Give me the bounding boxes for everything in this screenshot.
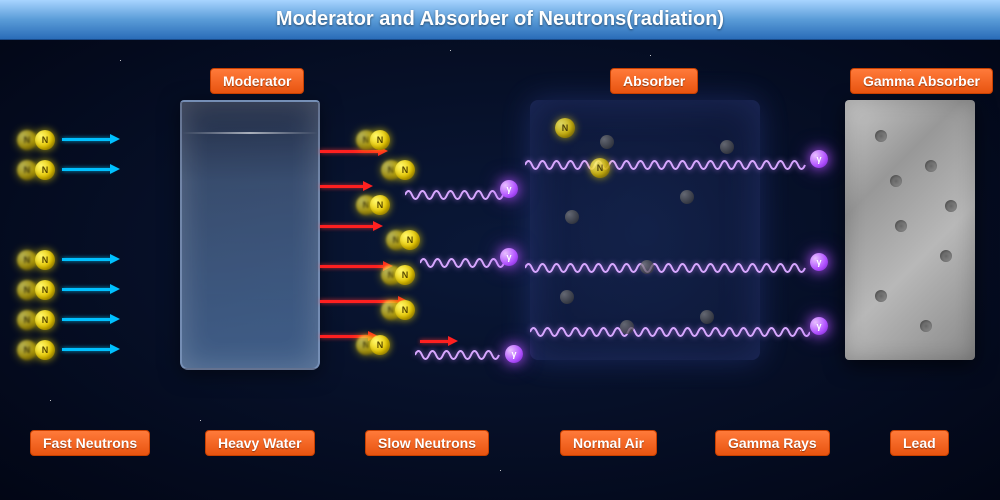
- slow-arrow: [320, 265, 385, 268]
- star: [450, 50, 451, 51]
- star: [900, 70, 901, 71]
- air-nucleus: [700, 310, 714, 324]
- air-nucleus: [620, 320, 634, 334]
- label-fast-neutrons: Fast Neutrons: [30, 430, 150, 456]
- neutron-blur: N: [17, 250, 37, 270]
- neutron-blur: N: [17, 310, 37, 330]
- slow-arrow: [320, 185, 365, 188]
- lead-pit: [940, 250, 952, 262]
- fast-neutron: N: [35, 160, 55, 180]
- fast-neutron: N: [35, 280, 55, 300]
- air-nucleus: [680, 190, 694, 204]
- slow-neutron: N: [370, 130, 390, 150]
- air-nucleus: [640, 260, 654, 274]
- label-normal-air: Normal Air: [560, 430, 657, 456]
- gamma-particle: γ: [505, 345, 523, 363]
- fast-arrow: [62, 318, 112, 321]
- slow-arrow: [420, 340, 450, 343]
- neutron-blur: N: [17, 340, 37, 360]
- slow-neutron: N: [370, 335, 390, 355]
- gamma-particle: γ: [500, 180, 518, 198]
- slow-neutron: N: [395, 160, 415, 180]
- fast-arrow: [62, 348, 112, 351]
- fast-neutron: N: [35, 310, 55, 330]
- star: [50, 400, 51, 401]
- star: [800, 450, 801, 451]
- fast-neutron: N: [35, 340, 55, 360]
- heavy-water-tank: [180, 100, 320, 370]
- gamma-particle: γ: [500, 248, 518, 266]
- gamma-wave: [525, 258, 810, 278]
- slow-neutron: N: [370, 195, 390, 215]
- star: [200, 420, 201, 421]
- label-heavy-water: Heavy Water: [205, 430, 315, 456]
- label-gamma-absorber: Gamma Absorber: [850, 68, 993, 94]
- air-nucleus: [720, 140, 734, 154]
- page-title: Moderator and Absorber of Neutrons(radia…: [276, 8, 724, 31]
- lead-pit: [920, 320, 932, 332]
- neutron-blur: N: [17, 160, 37, 180]
- fast-arrow: [62, 258, 112, 261]
- star: [120, 60, 121, 61]
- lead-pit: [875, 290, 887, 302]
- label-gamma-rays: Gamma Rays: [715, 430, 830, 456]
- slow-arrow: [320, 150, 380, 153]
- title-bar: Moderator and Absorber of Neutrons(radia…: [0, 0, 1000, 40]
- fast-arrow: [62, 168, 112, 171]
- air-absorber-block: [530, 100, 760, 360]
- gamma-wave: [415, 345, 510, 365]
- slow-neutron: N: [400, 230, 420, 250]
- lead-pit: [945, 200, 957, 212]
- air-nucleus: [600, 135, 614, 149]
- label-moderator: Moderator: [210, 68, 304, 94]
- gamma-wave: [405, 185, 505, 205]
- label-lead: Lead: [890, 430, 949, 456]
- gamma-particle: γ: [810, 317, 828, 335]
- label-absorber: Absorber: [610, 68, 698, 94]
- lead-pit: [890, 175, 902, 187]
- star: [500, 470, 501, 471]
- air-nucleus: [560, 290, 574, 304]
- gamma-wave: [525, 155, 810, 175]
- lead-pit: [895, 220, 907, 232]
- fast-neutron: N: [35, 130, 55, 150]
- fast-neutron: N: [35, 250, 55, 270]
- lead-pit: [925, 160, 937, 172]
- gamma-wave: [420, 253, 510, 273]
- neutron-blur: N: [17, 130, 37, 150]
- neutron-blur: N: [17, 280, 37, 300]
- fast-arrow: [62, 288, 112, 291]
- star: [650, 55, 651, 56]
- lead-pit: [875, 130, 887, 142]
- label-slow-neutrons: Slow Neutrons: [365, 430, 489, 456]
- gamma-wave: [530, 322, 810, 342]
- lead-block: [845, 100, 975, 360]
- gamma-particle: γ: [810, 150, 828, 168]
- slow-neutron: N: [395, 300, 415, 320]
- absorbed-neutron: N: [555, 118, 575, 138]
- slow-arrow: [320, 225, 375, 228]
- absorbed-neutron: N: [590, 158, 610, 178]
- gamma-particle: γ: [810, 253, 828, 271]
- air-nucleus: [565, 210, 579, 224]
- slow-neutron: N: [395, 265, 415, 285]
- fast-arrow: [62, 138, 112, 141]
